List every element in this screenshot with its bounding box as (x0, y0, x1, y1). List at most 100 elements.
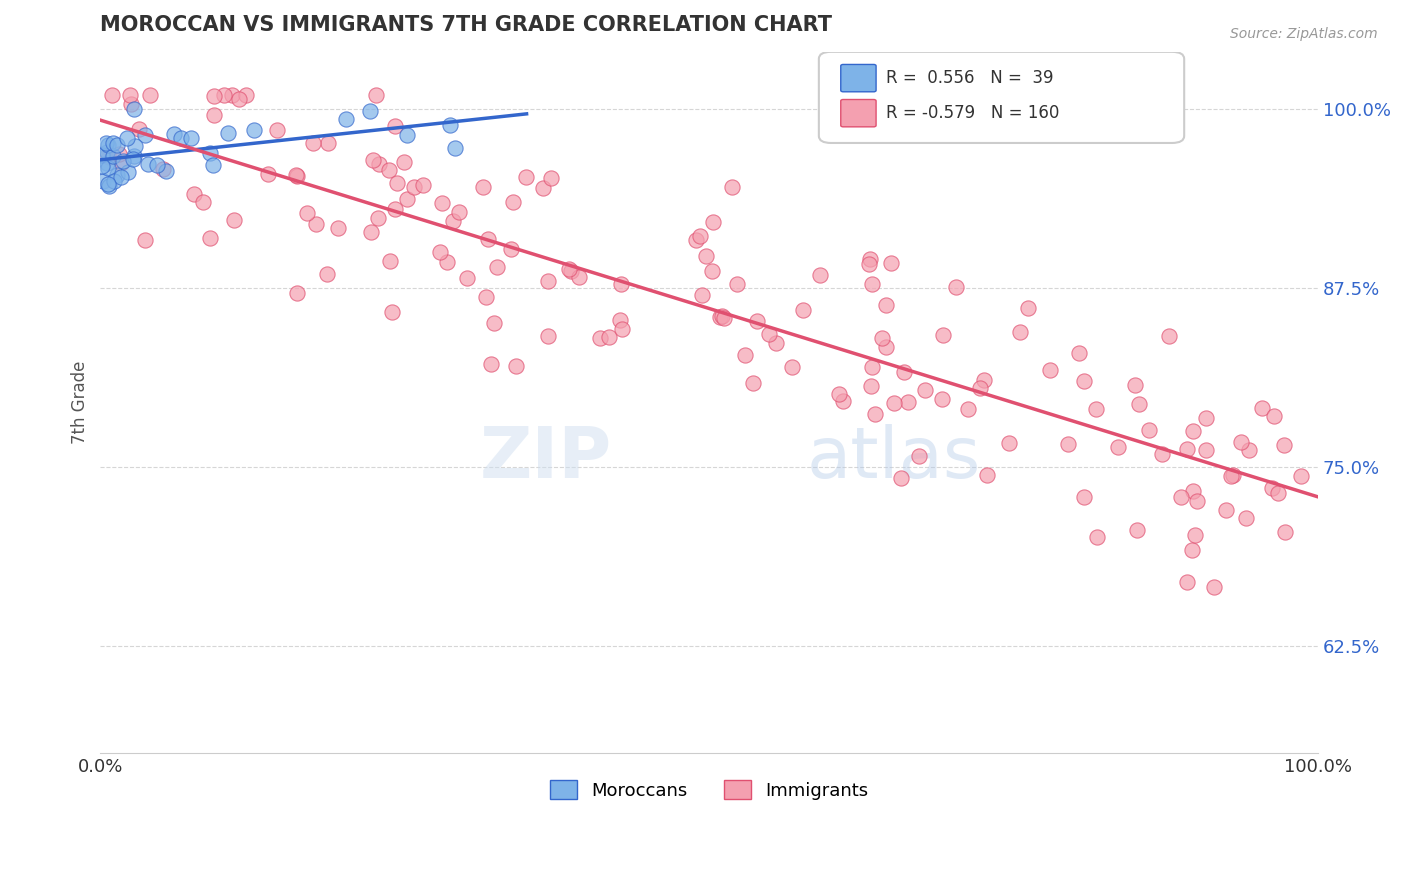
Immigrants (998, 436, 1021, 450)
Immigrants (1137, 423, 1160, 437)
Immigrants (1175, 574, 1198, 589)
Immigrants (765, 336, 787, 351)
Immigrants (973, 373, 995, 387)
Immigrants (1073, 490, 1095, 504)
Moroccans (335, 112, 357, 126)
Moroccans (91, 159, 114, 173)
Immigrants (316, 268, 339, 282)
Moroccans (134, 128, 156, 142)
Moroccans (359, 104, 381, 119)
Immigrants (721, 179, 744, 194)
Moroccans (94, 136, 117, 151)
Immigrants (890, 471, 912, 485)
Immigrants (609, 313, 631, 327)
Moroccans (115, 131, 138, 145)
Moroccans (111, 153, 134, 168)
Immigrants (741, 376, 763, 391)
Immigrants (472, 180, 495, 194)
Immigrants (1123, 378, 1146, 392)
Moroccans (98, 178, 121, 193)
Immigrants (152, 161, 174, 176)
Immigrants (381, 305, 404, 319)
Immigrants (914, 383, 936, 397)
Immigrants (501, 242, 523, 256)
Immigrants (758, 326, 780, 341)
Immigrants (1219, 469, 1241, 483)
Moroccans (122, 102, 145, 116)
Immigrants (1215, 502, 1237, 516)
Y-axis label: 7th Grade: 7th Grade (72, 360, 89, 444)
Immigrants (1194, 411, 1216, 425)
Immigrants (689, 229, 711, 244)
Immigrants (100, 87, 122, 102)
Immigrants (560, 264, 582, 278)
Immigrants (202, 107, 225, 121)
Immigrants (782, 360, 804, 375)
Immigrants (1170, 490, 1192, 504)
Text: atlas: atlas (807, 424, 981, 493)
Immigrants (221, 87, 243, 102)
Immigrants (384, 119, 406, 133)
Immigrants (897, 395, 920, 409)
Immigrants (1157, 329, 1180, 343)
Immigrants (134, 233, 156, 247)
Immigrants (1107, 440, 1129, 454)
Immigrants (305, 217, 328, 231)
Immigrants (266, 123, 288, 137)
Immigrants (366, 87, 388, 102)
Immigrants (725, 277, 748, 292)
Moroccans (444, 141, 467, 155)
Immigrants (128, 122, 150, 136)
Moroccans (243, 123, 266, 137)
Immigrants (860, 379, 883, 393)
Immigrants (285, 285, 308, 300)
Moroccans (163, 128, 186, 142)
Moroccans (122, 149, 145, 163)
Moroccans (97, 138, 120, 153)
Immigrants (558, 261, 581, 276)
Immigrants (204, 89, 226, 103)
Immigrants (598, 330, 620, 344)
Immigrants (1234, 511, 1257, 525)
Moroccans (202, 158, 225, 172)
Immigrants (235, 87, 257, 102)
Moroccans (217, 127, 239, 141)
Immigrants (191, 195, 214, 210)
Immigrants (860, 360, 883, 375)
Immigrants (228, 92, 250, 106)
Immigrants (436, 255, 458, 269)
Text: Source: ZipAtlas.com: Source: ZipAtlas.com (1230, 27, 1378, 41)
Immigrants (447, 205, 470, 219)
Immigrants (870, 331, 893, 345)
Immigrants (515, 170, 537, 185)
Moroccans (91, 174, 114, 188)
Immigrants (412, 178, 434, 192)
Immigrants (363, 153, 385, 167)
Moroccans (170, 131, 193, 145)
Moroccans (97, 161, 120, 175)
Moroccans (107, 168, 129, 182)
Immigrants (808, 268, 831, 282)
Immigrants (537, 274, 560, 288)
Immigrants (734, 348, 756, 362)
Immigrants (1272, 437, 1295, 451)
Immigrants (1267, 486, 1289, 500)
Immigrants (1237, 442, 1260, 457)
Moroccans (117, 165, 139, 179)
Immigrants (475, 290, 498, 304)
FancyBboxPatch shape (818, 52, 1184, 143)
Immigrants (285, 169, 308, 183)
Immigrants (932, 327, 955, 342)
Immigrants (432, 196, 454, 211)
Immigrants (1039, 363, 1062, 377)
Text: ZIP: ZIP (479, 424, 612, 493)
Immigrants (858, 257, 880, 271)
Moroccans (439, 118, 461, 132)
Immigrants (429, 245, 451, 260)
Immigrants (285, 169, 308, 183)
Immigrants (709, 310, 731, 324)
Immigrants (1274, 525, 1296, 540)
Immigrants (1230, 434, 1253, 449)
Immigrants (1184, 527, 1206, 541)
Immigrants (485, 260, 508, 274)
